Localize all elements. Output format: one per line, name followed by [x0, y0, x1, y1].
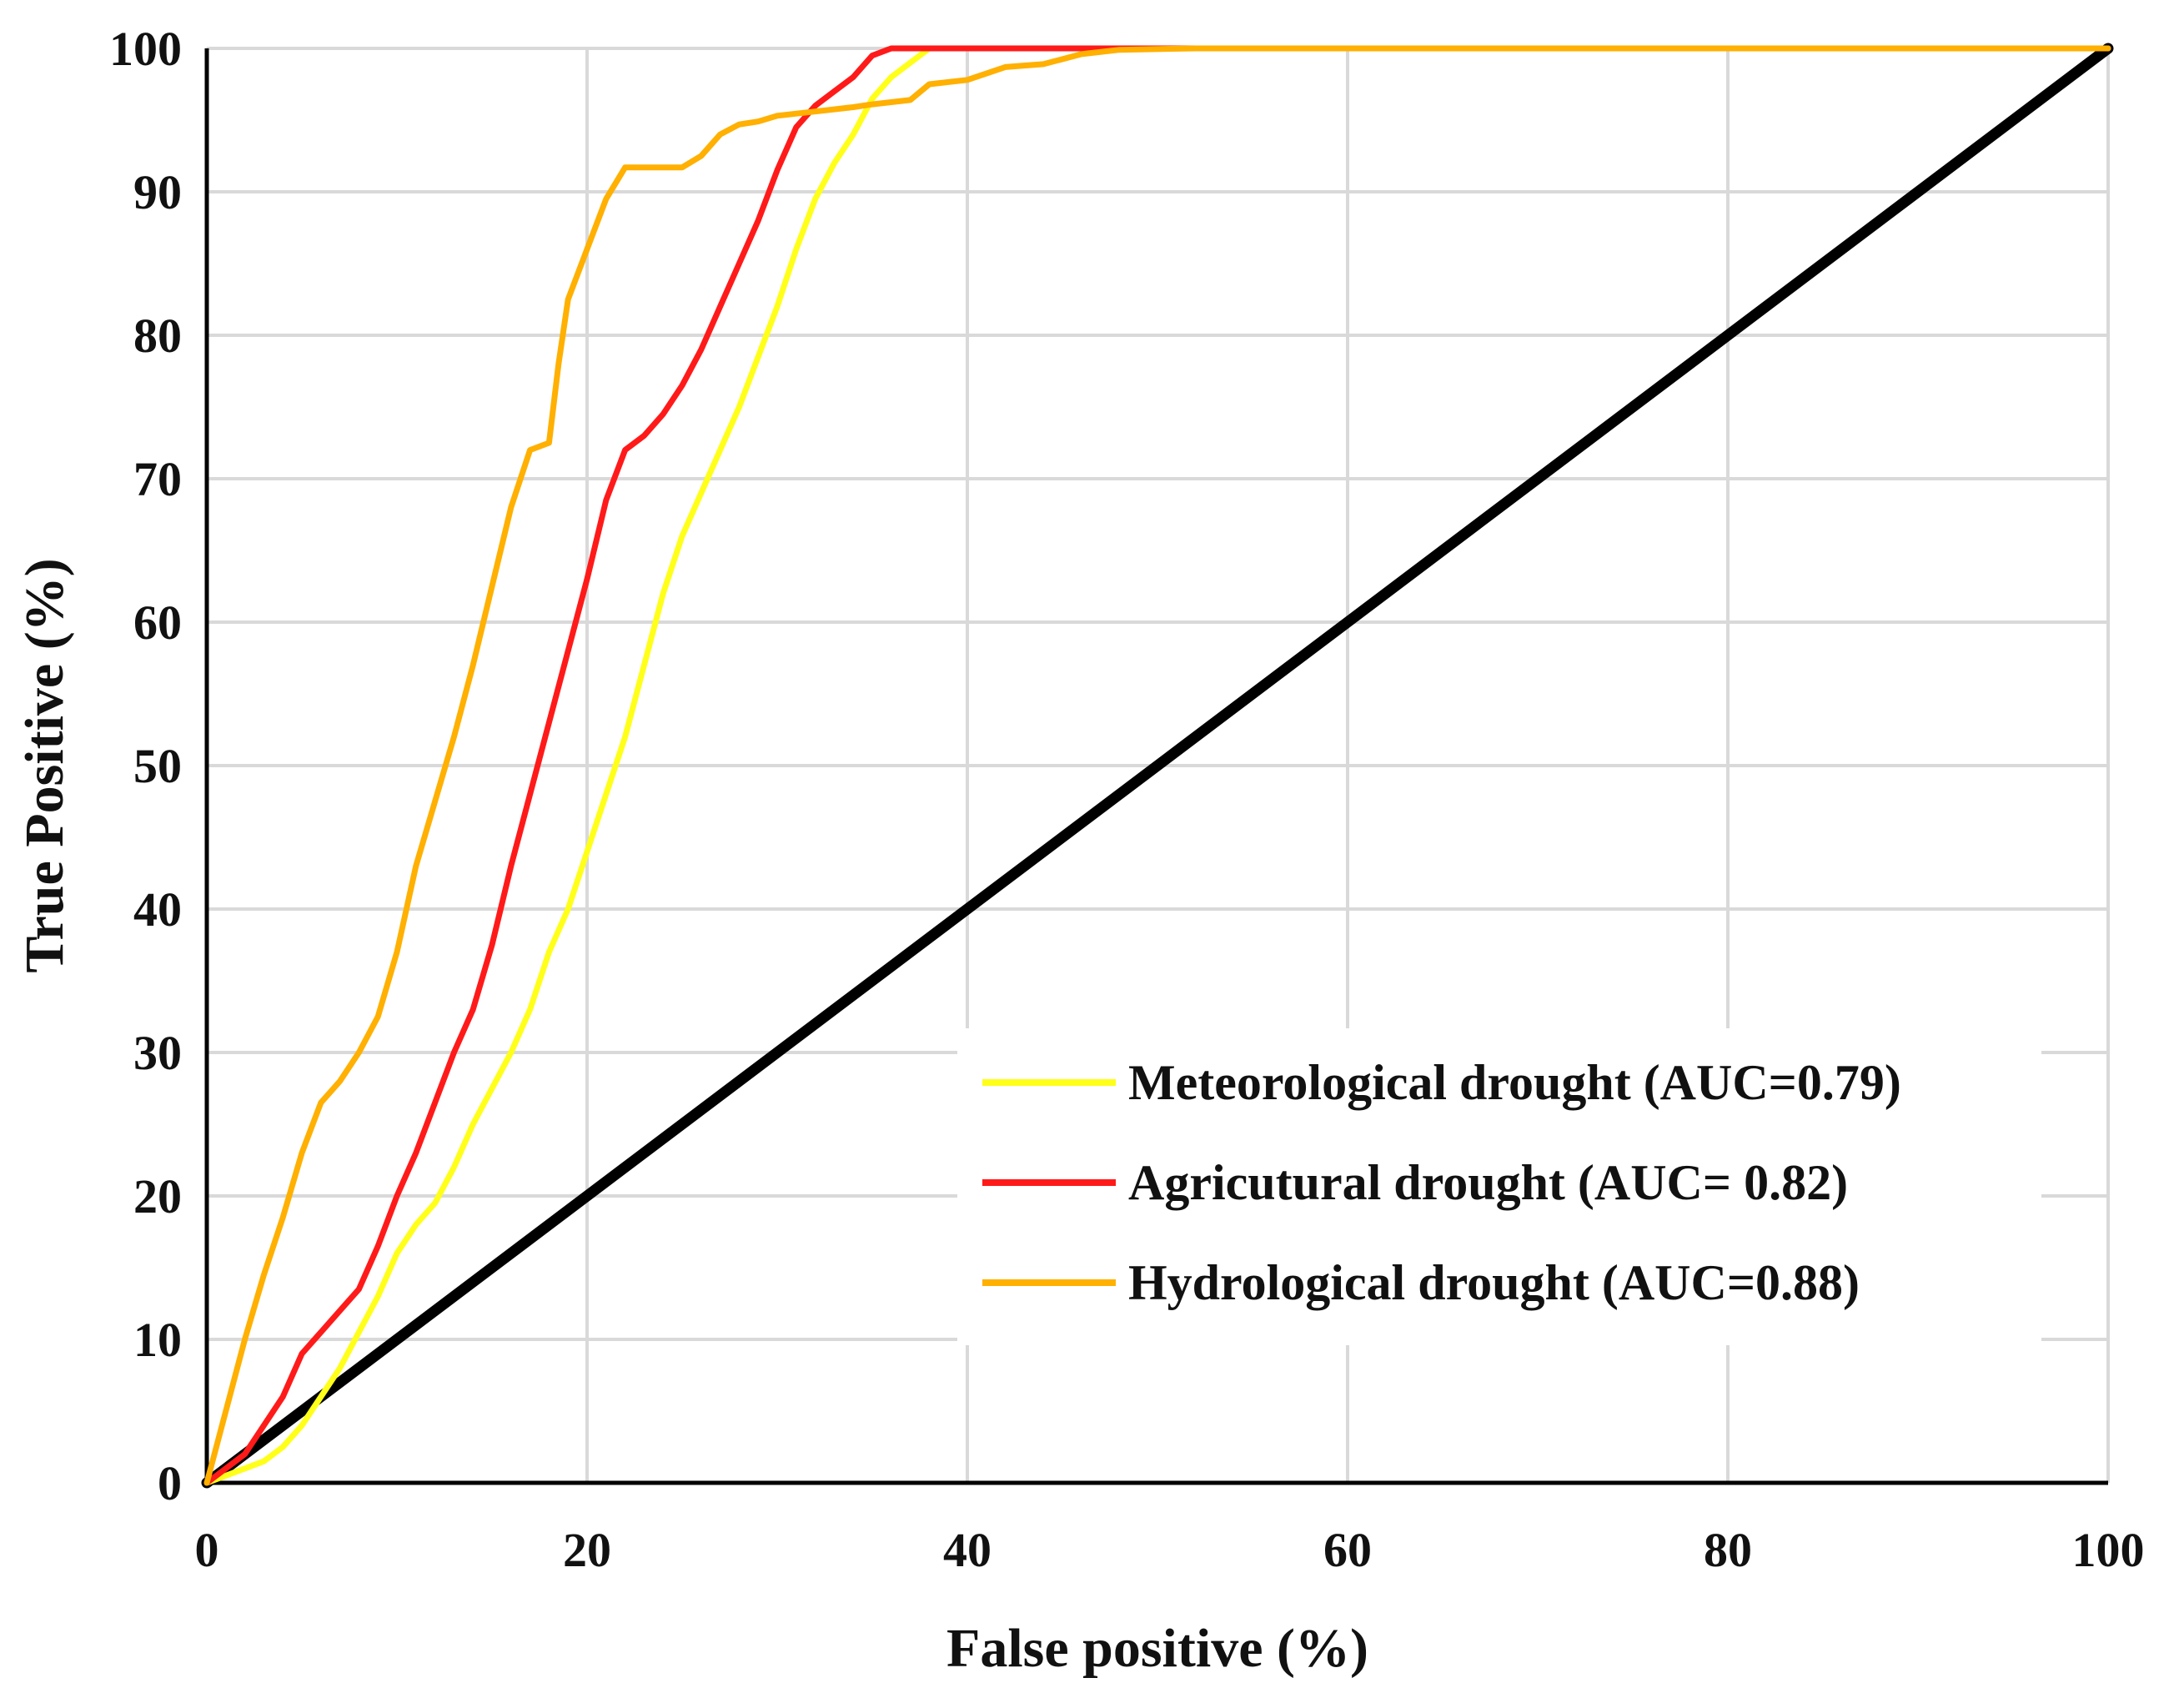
legend: Meteorological drought (AUC=0.79) Agricut… — [957, 1028, 2041, 1345]
y-tick-label-0: 0 — [158, 1456, 182, 1510]
y-tick-label-60: 60 — [133, 595, 182, 650]
x-tick-label-0: 0 — [195, 1523, 219, 1577]
tick-label-layer: 0 10 20 30 40 50 60 70 80 90 100 0 20 40 60 80 100 — [109, 22, 2145, 1577]
legend-label-meteorological-drought-auc-0-79: Meteorological drought (AUC=0.79) — [1128, 1055, 1901, 1110]
series-line-meteorological-drought-auc-0-79 — [203, 45, 2111, 1486]
legend-label-hydrological-drought-auc-0-88: Hydrological drought (AUC=0.88) — [1128, 1255, 1860, 1310]
x-tick-label-60: 60 — [1323, 1523, 1372, 1577]
x-tick-label-40: 40 — [943, 1523, 992, 1577]
y-tick-label-30: 30 — [133, 1026, 182, 1080]
axis-layer — [204, 48, 2108, 1485]
legend-label-agricutural-drought-auc-0-82: Agricutural drought (AUC= 0.82) — [1128, 1155, 1848, 1210]
legend-box — [957, 1028, 2041, 1345]
y-tick-label-90: 90 — [133, 165, 182, 219]
y-tick-label-10: 10 — [133, 1313, 182, 1367]
series-line-reference-line — [201, 43, 2114, 1489]
series-line-agricutural-drought-auc-0-82 — [203, 45, 2111, 1486]
x-axis-title: False positive (%) — [946, 1618, 1368, 1679]
y-tick-label-20: 20 — [133, 1169, 182, 1223]
x-tick-label-20: 20 — [563, 1523, 611, 1577]
x-tick-label-100: 100 — [2072, 1523, 2145, 1577]
y-axis-title: True Positive (%) — [14, 558, 75, 972]
y-tick-label-50: 50 — [133, 739, 182, 793]
x-tick-label-80: 80 — [1704, 1523, 1752, 1577]
y-tick-label-40: 40 — [133, 882, 182, 937]
y-tick-label-80: 80 — [133, 309, 182, 363]
series-layer — [201, 43, 2114, 1489]
y-tick-label-100: 100 — [109, 22, 182, 76]
series-line-hydrological-drought-auc-0-88 — [203, 45, 2111, 1486]
y-tick-label-70: 70 — [133, 452, 182, 506]
